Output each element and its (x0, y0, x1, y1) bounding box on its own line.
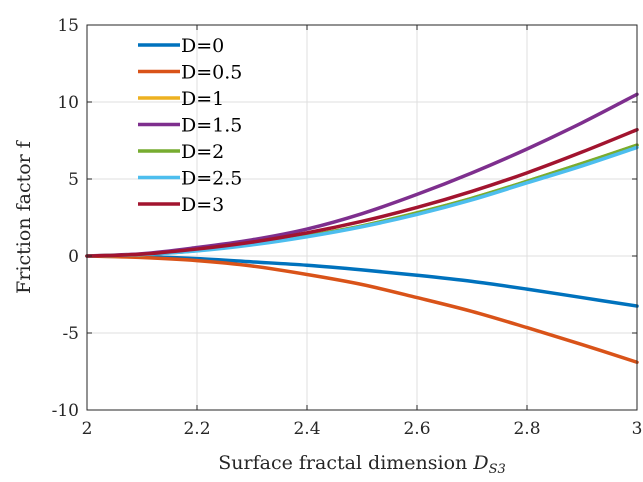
y-tick-label: 5 (68, 170, 79, 190)
legend-label-d-1-5: D=1.5 (181, 115, 242, 137)
x-tick-label: 3 (632, 419, 643, 439)
grid (86, 24, 638, 411)
axis-ticks: 2 2.2 2.4 2.6 2.8 3 -10 -5 0 5 10 15 (52, 16, 643, 439)
legend: D=0 D=0.5 D=1 D=1.5 D=2 D=2.5 D=3 (138, 35, 242, 216)
x-axis-title: Surface fractal dimension DS3 (218, 452, 506, 477)
x-tick-label: 2 (82, 419, 93, 439)
y-tick-label: 15 (57, 16, 79, 36)
y-tick-label: 10 (57, 93, 79, 113)
series-lines (85, 92, 639, 365)
plot-frame (86, 24, 638, 411)
y-tick-label: 0 (68, 247, 79, 267)
legend-label-d-0-5: D=0.5 (181, 62, 242, 84)
legend-label-d-3: D=3 (181, 194, 224, 216)
legend-label-d-2-5: D=2.5 (181, 168, 242, 190)
x-tick-label: 2.8 (513, 419, 540, 439)
legend-label-d-0: D=0 (181, 35, 224, 57)
legend-label-d-2: D=2 (181, 141, 224, 163)
y-axis-title: Friction factor f (13, 139, 35, 294)
legend-label-d-1: D=1 (181, 88, 224, 110)
x-tick-label: 2.2 (183, 419, 210, 439)
series-line-d-3 (85, 127, 639, 258)
x-tick-label: 2.4 (293, 419, 320, 439)
y-tick-label: -5 (62, 324, 79, 344)
x-tick-label: 2.6 (403, 419, 430, 439)
y-tick-label: -10 (52, 401, 79, 421)
series-line-d-0-5 (85, 254, 639, 365)
series-line-d-0 (85, 254, 639, 308)
